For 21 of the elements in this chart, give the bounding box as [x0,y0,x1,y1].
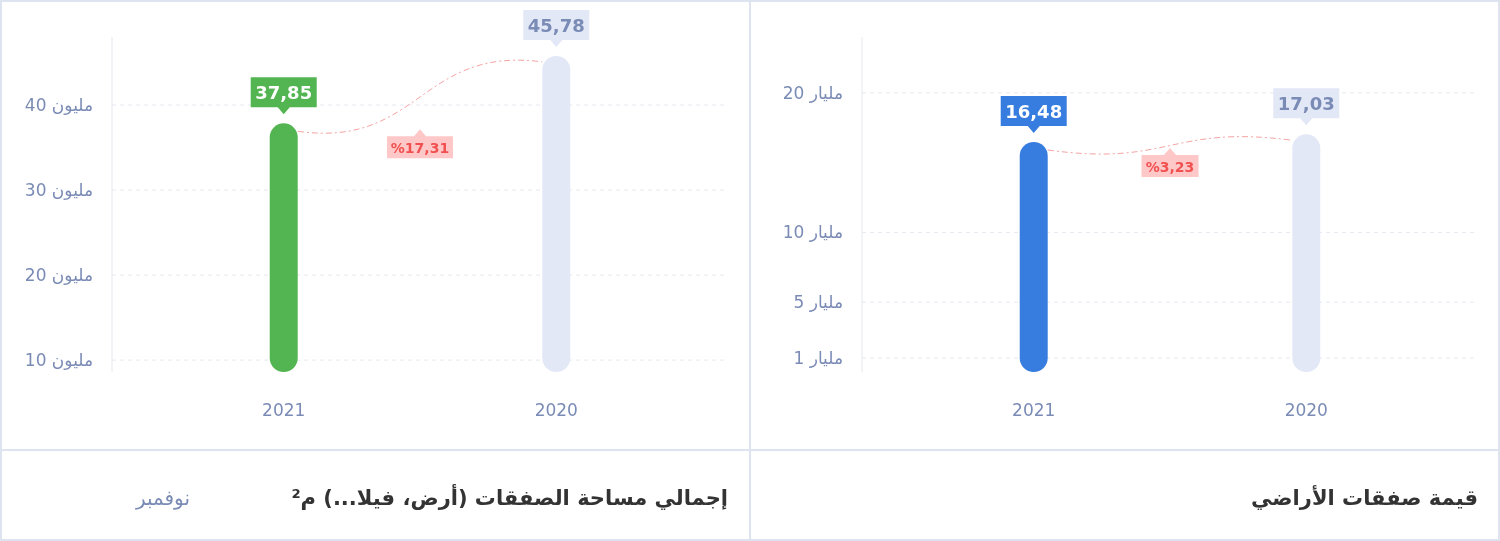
annotation: %17,31 [390,140,450,157]
text: إجمالي مساحة الصفقات (أرض، فيلا...) م² [291,483,728,510]
text: نوفمبر [134,486,190,510]
y-tick-label: 10 مليار [782,222,843,243]
y-tick-label: 30 مليون [24,180,93,201]
x-tick-label: 2020 [1284,400,1328,420]
data-label: 37,85 [255,82,313,104]
y-tick-label: 20 مليار [782,82,843,103]
data-label: 45,78 [527,14,585,36]
x-tick-label: 2020 [534,400,578,420]
text: قيمة صفقات الأراضي [1251,484,1478,510]
y-tick-label: 1 مليار [793,348,843,369]
y-tick-label: 20 مليون [24,265,93,286]
x-tick-label: 2021 [1012,400,1056,420]
data-label: 16,48 [1005,100,1063,122]
x-tick-label: 2021 [262,400,306,420]
y-tick-label: 40 مليون [24,95,93,116]
annotation: %3,23 [1145,158,1195,175]
y-tick-label: 10 مليون [24,350,93,371]
y-tick-label: 5 مليار [793,292,843,313]
data-label: 17,03 [1277,93,1335,115]
